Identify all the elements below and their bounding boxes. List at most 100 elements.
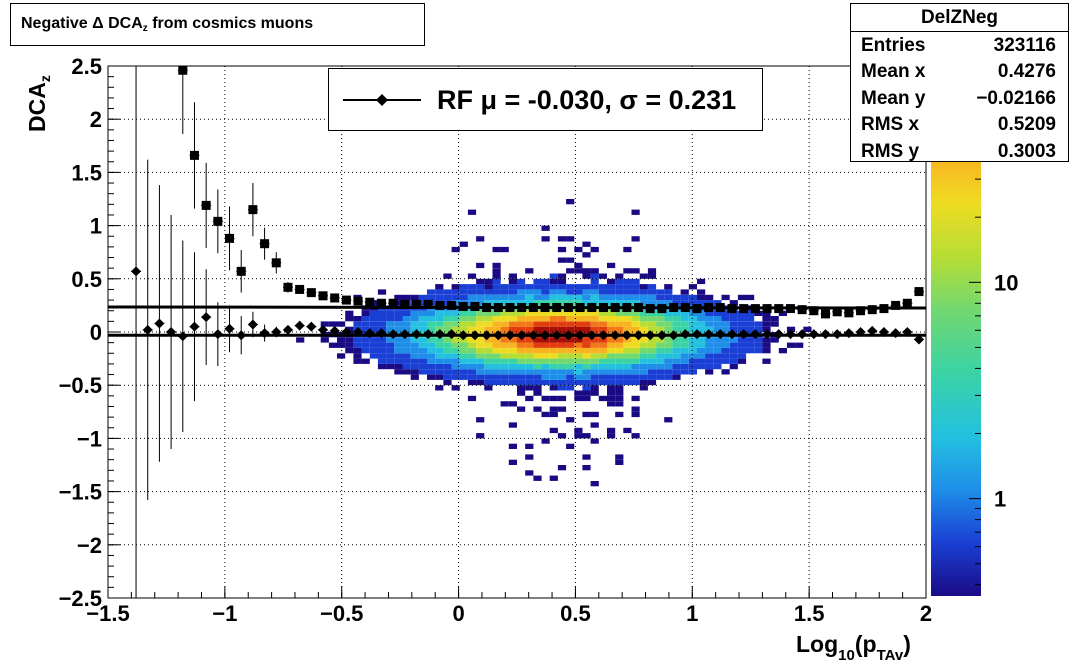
- data-point-square: [692, 304, 702, 314]
- heatmap-cell: [459, 284, 468, 290]
- data-point-square: [575, 303, 585, 313]
- heatmap-cell: [631, 289, 640, 295]
- heatmap-cell: [508, 326, 517, 332]
- heatmap-cell: [598, 374, 607, 380]
- heatmap-cell: [582, 353, 591, 359]
- heatmap-cell: [623, 353, 632, 359]
- heatmap-cell: [598, 321, 607, 327]
- stats-value: −0.02166: [976, 88, 1056, 109]
- heatmap-cell: [337, 337, 346, 343]
- heatmap-cell: [721, 337, 730, 343]
- heatmap-cell: [484, 358, 493, 364]
- heatmap-cell: [517, 369, 526, 375]
- stats-row-rms-y: RMS y 0.3003: [861, 141, 1056, 167]
- heatmap-cell: [427, 353, 436, 359]
- heatmap-cell: [549, 278, 558, 285]
- heatmap-cell: [590, 358, 599, 364]
- heatmap-cell: [476, 342, 485, 348]
- data-point-square: [856, 306, 866, 316]
- heatmap-cell: [443, 348, 452, 354]
- heatmap-cell: [647, 348, 657, 354]
- y-tick-label: −1: [77, 426, 102, 451]
- heatmap-cell: [443, 294, 452, 301]
- heatmap-cell: [566, 385, 575, 391]
- data-point-diamond: [271, 327, 282, 337]
- heatmap-cell: [508, 401, 517, 407]
- heatmap-cell: [582, 369, 591, 375]
- heatmap-cell: [476, 369, 485, 375]
- heatmap-cell: [672, 358, 681, 364]
- heatmap-cell: [680, 353, 689, 359]
- heatmap-cell: [410, 374, 419, 380]
- data-point-diamond: [177, 331, 188, 342]
- heatmap-cell: [631, 406, 640, 412]
- heatmap-cell: [598, 369, 607, 375]
- heatmap-cell: [500, 358, 509, 364]
- heatmap-cell: [484, 278, 493, 285]
- heatmap-cell: [427, 348, 436, 354]
- grid-lines: [108, 66, 926, 598]
- heatmap-cell: [598, 310, 607, 316]
- heatmap-cell: [705, 326, 714, 332]
- heatmap-cell: [639, 385, 648, 391]
- heatmap-cell: [410, 358, 419, 364]
- stats-value: 0.3003: [997, 141, 1056, 162]
- heatmap-cell: [566, 337, 575, 343]
- heatmap-cell: [525, 316, 534, 322]
- heatmap-cell: [574, 294, 583, 301]
- heatmap-cell: [369, 316, 378, 322]
- heatmap-cell: [762, 342, 771, 348]
- heatmap-cell: [549, 358, 558, 364]
- heatmap-cell: [476, 417, 485, 423]
- heatmap-cell: [484, 294, 493, 301]
- data-point-square: [178, 65, 188, 75]
- heatmap-cell: [557, 406, 567, 412]
- data-point-diamond: [715, 329, 726, 340]
- heatmap-cell: [582, 321, 591, 327]
- heatmap-cell: [492, 262, 501, 269]
- heatmap-cell: [345, 326, 354, 332]
- heatmap-cell: [607, 289, 616, 295]
- heatmap-cell: [557, 284, 567, 290]
- heatmap-cell: [656, 321, 665, 327]
- heatmap-cell: [484, 353, 493, 359]
- heatmap-cell: [672, 363, 681, 370]
- heatmap-cell: [394, 300, 403, 306]
- heatmap-cell: [574, 326, 583, 332]
- data-point-square: [189, 150, 199, 160]
- y-tick-label: −2: [77, 533, 102, 558]
- data-point-diamond: [212, 329, 223, 340]
- x-tick-label: −0.5: [320, 601, 363, 626]
- heatmap-cell: [443, 316, 452, 322]
- heatmap-cell: [582, 268, 591, 274]
- x-tick-label: −1: [212, 601, 237, 626]
- x-axis-label-main2: (p: [855, 631, 877, 657]
- heatmap-cell: [549, 284, 558, 290]
- heatmap-cell: [533, 353, 542, 359]
- heatmap-cell: [566, 268, 575, 274]
- stats-name: DelZNeg: [851, 4, 1068, 32]
- heatmap-cell: [557, 310, 567, 316]
- heatmap-cell: [590, 422, 599, 428]
- heatmap-cell: [574, 374, 583, 380]
- heatmap-cell: [615, 348, 624, 354]
- heatmap-cell: [451, 316, 460, 322]
- heatmap-cell: [484, 385, 493, 391]
- heatmap-cell: [361, 348, 370, 354]
- data-point-square: [552, 303, 562, 313]
- data-point-diamond: [294, 320, 305, 331]
- heatmap-cell: [713, 326, 722, 332]
- data-point-diamond: [341, 327, 352, 337]
- heatmap-cell: [582, 289, 591, 295]
- data-point-diamond: [551, 330, 562, 341]
- heatmap-cell: [492, 278, 501, 285]
- heatmap-cell: [697, 358, 706, 364]
- heatmap-cell: [492, 300, 501, 306]
- heatmap-cell: [615, 395, 624, 402]
- heatmap-cell: [541, 379, 550, 386]
- heatmap-cell: [574, 390, 583, 396]
- heatmap-cell: [705, 316, 714, 322]
- heatmap-cell: [410, 316, 419, 322]
- heatmap-cell: [672, 342, 681, 348]
- heatmap-cell: [451, 310, 460, 316]
